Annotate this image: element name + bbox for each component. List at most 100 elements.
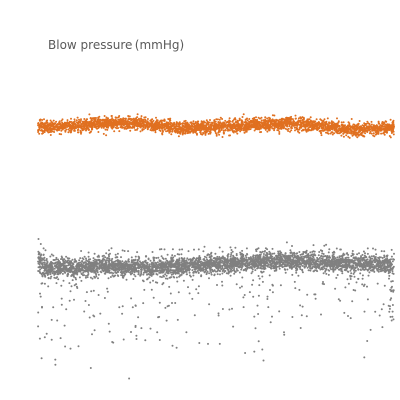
data-point — [335, 124, 338, 127]
data-point — [139, 130, 142, 133]
data-point — [348, 124, 351, 127]
data-point — [37, 122, 40, 125]
data-point — [216, 273, 219, 276]
data-point — [256, 128, 259, 131]
data-point — [49, 134, 52, 136]
data-point — [158, 127, 161, 130]
data-point — [158, 123, 161, 126]
data-point — [222, 129, 225, 132]
data-point — [254, 122, 257, 124]
data-point — [252, 119, 255, 122]
data-point — [209, 132, 212, 135]
data-point — [338, 132, 341, 135]
data-point — [385, 128, 388, 130]
data-point — [134, 275, 137, 278]
data-point — [176, 132, 179, 134]
data-point — [236, 121, 239, 124]
data-point — [343, 131, 346, 134]
data-point — [224, 129, 227, 131]
data-point — [352, 132, 355, 135]
data-point — [320, 132, 323, 134]
data-point — [248, 264, 251, 267]
data-point — [180, 131, 182, 133]
data-point — [365, 122, 368, 125]
data-point — [357, 122, 360, 125]
data-point — [170, 124, 173, 127]
data-point — [50, 121, 53, 123]
data-point — [223, 123, 226, 126]
data-point — [50, 338, 53, 341]
data-point — [97, 120, 100, 123]
data-point — [260, 119, 263, 122]
data-point — [247, 124, 250, 127]
data-point — [236, 125, 239, 128]
data-point — [108, 249, 110, 252]
data-point — [292, 120, 295, 123]
data-point — [259, 125, 262, 128]
data-point — [40, 121, 43, 124]
data-point — [241, 249, 244, 252]
data-point — [327, 128, 330, 131]
data-point — [42, 127, 45, 130]
data-point — [60, 303, 63, 306]
data-point — [209, 119, 211, 121]
data-point — [220, 123, 223, 126]
data-point — [183, 125, 186, 128]
data-point — [283, 331, 285, 334]
data-point — [308, 122, 311, 125]
data-point — [114, 253, 117, 256]
data-point — [118, 130, 121, 133]
data-point — [137, 121, 139, 124]
data-point — [299, 126, 302, 129]
data-point — [217, 121, 220, 124]
data-point — [165, 274, 168, 277]
data-point — [169, 128, 172, 131]
data-point — [134, 129, 137, 131]
data-point — [75, 119, 78, 122]
data-point — [383, 133, 386, 136]
data-point — [40, 282, 43, 285]
data-point — [350, 132, 353, 135]
data-point — [101, 125, 104, 128]
data-point — [255, 248, 257, 251]
data-point — [158, 301, 161, 304]
data-point — [266, 130, 269, 133]
data-point — [207, 132, 210, 135]
data-point — [250, 119, 253, 122]
data-point — [344, 124, 346, 127]
data-point — [186, 130, 189, 133]
data-point — [363, 254, 366, 257]
data-point — [291, 118, 294, 121]
data-point — [236, 132, 239, 135]
data-point — [73, 298, 75, 301]
data-point — [198, 256, 201, 259]
data-point — [252, 279, 255, 282]
data-point — [195, 125, 198, 128]
data-point — [294, 121, 297, 124]
data-point — [338, 124, 341, 127]
data-point — [113, 130, 116, 133]
data-point — [153, 129, 156, 132]
data-point — [302, 122, 305, 125]
data-point — [289, 122, 292, 124]
data-point — [323, 255, 326, 258]
data-point — [152, 296, 155, 299]
data-point — [184, 132, 187, 135]
data-point — [243, 124, 246, 127]
data-point — [307, 120, 310, 123]
data-point — [361, 283, 364, 286]
data-point — [118, 115, 121, 117]
data-point — [295, 128, 298, 131]
data-point — [78, 118, 80, 121]
data-point — [56, 126, 58, 129]
data-point — [93, 119, 96, 122]
data-point — [250, 123, 253, 126]
data-point — [76, 124, 79, 127]
data-point — [189, 121, 192, 124]
data-point — [88, 113, 91, 116]
data-point — [257, 116, 260, 119]
data-point — [89, 367, 92, 369]
data-point — [37, 131, 40, 133]
